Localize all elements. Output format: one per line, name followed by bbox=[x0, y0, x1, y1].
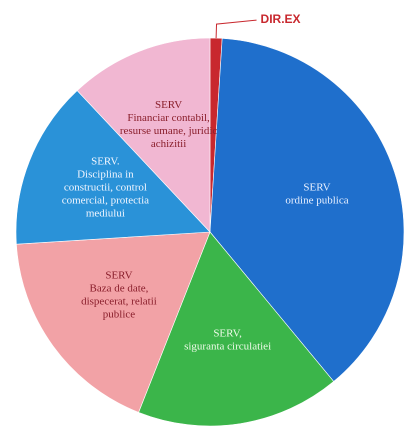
label-line: siguranta circulatiei bbox=[184, 341, 271, 353]
label-line: ordine publica bbox=[285, 195, 348, 207]
label-line: SERV bbox=[303, 182, 330, 194]
label-line: dispecerat, relatii bbox=[81, 296, 157, 308]
label-line: constructii, control bbox=[64, 182, 147, 194]
pie-slice bbox=[76, 37, 211, 233]
slice-label: SERV Baza de date, dispecerat, relatii publ… bbox=[81, 270, 157, 321]
label-line: SERV bbox=[155, 99, 182, 111]
slice-label: SERV Financiar contabil, resurse umane, ju… bbox=[120, 99, 218, 150]
label-line: mediului bbox=[86, 208, 125, 220]
pie-slice bbox=[209, 38, 404, 382]
slice-label: SERV, siguranta circulatiei bbox=[184, 328, 271, 353]
pie-slice bbox=[15, 90, 211, 245]
pie-slice bbox=[138, 231, 335, 427]
label-line: SERV bbox=[105, 270, 132, 282]
label-line: SERV, bbox=[213, 328, 242, 340]
label-line: publice bbox=[103, 309, 135, 321]
label-line: resurse umane, juridic bbox=[120, 125, 218, 137]
label-line: SERV. bbox=[91, 156, 120, 168]
label-line: Financiar contabil, bbox=[127, 112, 210, 124]
label-line: Baza de date, bbox=[90, 283, 149, 295]
label-line: comercial, protectia bbox=[62, 195, 149, 207]
slice-label: SERV. Disciplina in constructii, control co… bbox=[62, 156, 149, 220]
label-line: achizitii bbox=[151, 138, 186, 150]
pie-slice bbox=[16, 231, 211, 413]
slice-label: SERV ordine publica bbox=[285, 182, 348, 207]
label-line: Disciplina in bbox=[77, 169, 134, 181]
leader-line bbox=[215, 19, 257, 39]
slice-label: DIR.EX bbox=[261, 12, 301, 26]
label-line: DIR.EX bbox=[261, 12, 301, 26]
